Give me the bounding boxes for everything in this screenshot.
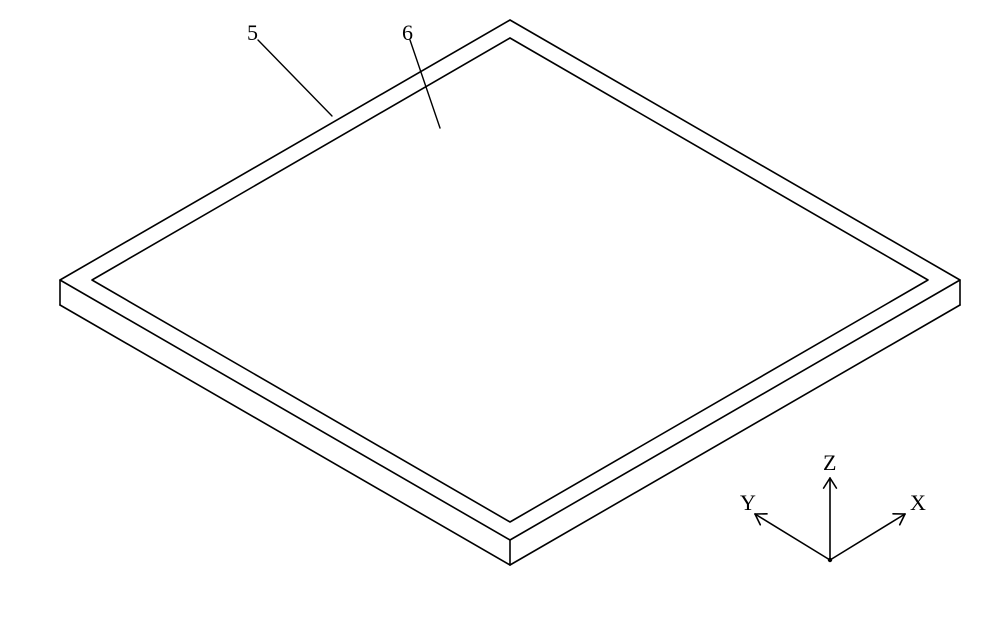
axis-label-y: Y xyxy=(740,490,756,515)
axis-label-x: X xyxy=(910,490,926,515)
callout-label6: 6 xyxy=(402,20,413,45)
axis-label-z: Z xyxy=(823,450,836,475)
callout-label5: 5 xyxy=(247,20,258,45)
